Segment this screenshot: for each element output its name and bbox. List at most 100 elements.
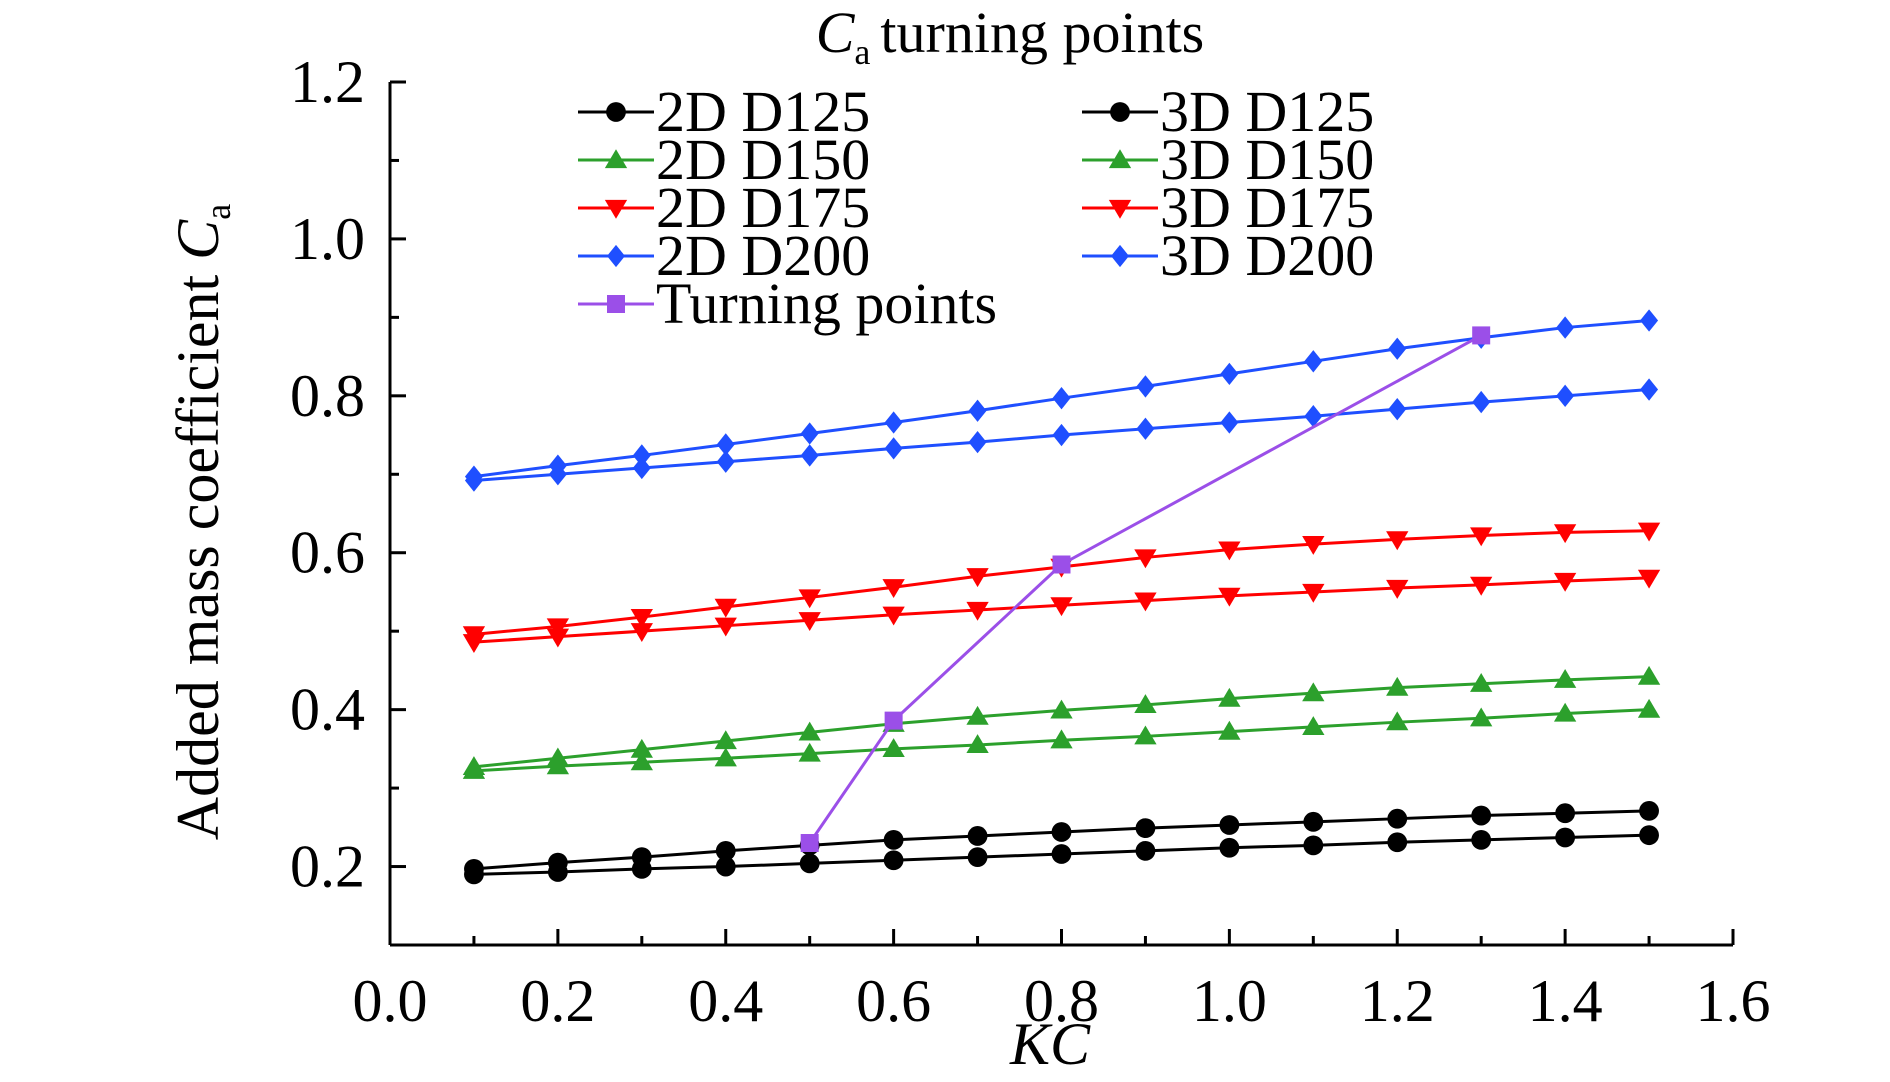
data-point-3d-d175: [546, 618, 570, 638]
data-point-2d-d125: [799, 853, 820, 874]
series-2d-d150: [462, 698, 1661, 779]
data-point-2d-d150: [1134, 725, 1157, 745]
data-point-2d-d175: [1553, 572, 1577, 592]
data-point-2d-d175: [714, 617, 737, 637]
legend-label: Turning points: [656, 271, 997, 336]
data-point-3d-d150: [798, 721, 821, 741]
data-point-3d-d125: [1387, 808, 1408, 829]
x-ticks: 0.0 0.2 0.4 0.6 0.8 1.0 1.2 1.4 1.6: [353, 929, 1771, 1034]
x-tick-label: 0.8: [1024, 968, 1099, 1034]
legend-marker-2d-d150: [604, 149, 628, 169]
legend-label: 3D D125: [1160, 79, 1374, 144]
data-point-2d-d175: [798, 612, 821, 631]
data-point-2d-d150: [714, 747, 737, 767]
data-point-3d-d175: [1553, 524, 1577, 544]
legend-item-3d-d125: 3D D125: [1082, 79, 1374, 144]
data-point-3d-d125: [1303, 811, 1324, 832]
data-point-2d-d200: [716, 450, 735, 473]
data-point-3d-d175: [630, 608, 653, 628]
data-point-2d-d175: [630, 623, 653, 642]
data-point-3d-d125: [1219, 815, 1240, 835]
data-point-2d-d200: [1220, 411, 1239, 434]
data-point-3d-d175: [714, 598, 737, 618]
data-point-3d-d150: [1637, 665, 1661, 685]
data-point-2d-d125: [715, 856, 736, 877]
data-point-3d-d125: [1555, 803, 1576, 824]
data-point-2d-d175: [1218, 587, 1241, 607]
data-point-2d-d150: [1218, 720, 1241, 740]
legend-marker-3d-d150: [1108, 149, 1132, 169]
x-tick-label: 0.2: [520, 968, 595, 1034]
data-point-2d-d200: [1304, 405, 1323, 428]
legend-item-3d-d150: 3D D150: [1082, 127, 1374, 192]
data-point-3d-d150: [1553, 669, 1577, 688]
data-point-2d-d175: [966, 601, 989, 621]
x-tick-label: 1.4: [1528, 968, 1603, 1034]
y-ticks: 0.2 0.4 0.6 0.8 1.0 1.2: [290, 49, 406, 947]
data-point-2d-d125: [1135, 840, 1156, 861]
title-subscript: a: [854, 32, 870, 72]
data-point-2d-d175: [1050, 597, 1073, 617]
data-point-3d-d175: [1302, 535, 1325, 555]
data-point-3d-d175: [966, 568, 989, 588]
legend-item-2d-d150: 2D D150: [578, 127, 870, 192]
data-point-3d-d150: [1218, 687, 1241, 707]
x-tick-label: 1.0: [1192, 968, 1267, 1034]
data-point-2d-d175: [546, 628, 570, 648]
data-point-3d-d125: [1639, 800, 1659, 821]
legend-marker-2d-d200: [607, 244, 625, 268]
legend-item-2d-d175: 2D D175: [578, 175, 870, 240]
data-point-2d-d150: [1553, 702, 1577, 722]
legend-label: 2D D175: [656, 175, 870, 240]
data-point-turning-points: [1052, 555, 1071, 574]
legend-item-2d-d125: 2D D125: [578, 79, 870, 144]
data-point-3d-d125: [967, 826, 988, 846]
data-point-2d-d175: [882, 606, 905, 626]
legend-label: 3D D150: [1160, 127, 1374, 192]
y-tick-label: 0.4: [290, 677, 365, 743]
data-point-3d-d150: [462, 756, 486, 776]
series-3d-d200: [464, 309, 1659, 488]
data-point-3d-d150: [1302, 682, 1325, 702]
legend-marker-3d-d200: [1111, 244, 1129, 268]
data-point-2d-d200: [1052, 423, 1071, 447]
data-point-3d-d200: [1304, 350, 1323, 373]
data-point-2d-d175: [1302, 583, 1325, 603]
data-point-2d-d200: [968, 430, 987, 454]
series-line-3d-d175: [473, 529, 1650, 636]
legend-marker-3d-d125: [1110, 102, 1130, 122]
y-tick-label: 1.0: [290, 206, 365, 272]
data-point-2d-d200: [1472, 390, 1491, 414]
series-3d-d125: [464, 800, 1659, 879]
data-point-2d-d200: [632, 456, 651, 480]
data-point-2d-d125: [883, 850, 904, 871]
data-point-2d-d175: [1470, 576, 1493, 596]
data-point-turning-points: [1472, 326, 1491, 345]
data-point-3d-d150: [966, 705, 989, 725]
data-point-2d-d150: [798, 742, 821, 762]
legend-item-2d-d200: 2D D200: [578, 223, 870, 288]
data-point-2d-d125: [1051, 844, 1072, 864]
data-point-2d-d125: [1303, 835, 1324, 856]
data-point-3d-d125: [715, 840, 736, 861]
title-symbol: C: [816, 0, 856, 65]
data-point-2d-d125: [1639, 825, 1659, 846]
data-point-3d-d175: [882, 579, 905, 599]
data-point-3d-d150: [1050, 699, 1073, 719]
data-point-2d-d150: [1050, 729, 1073, 749]
data-point-3d-d150: [546, 747, 570, 767]
x-axis-title: KC: [1009, 1011, 1091, 1077]
chart-title: Ca turning points: [816, 0, 1205, 72]
data-point-3d-d200: [464, 465, 483, 488]
data-point-3d-d175: [1134, 549, 1157, 569]
x-tick-label: 0.0: [353, 968, 428, 1034]
data-point-3d-d200: [1220, 362, 1239, 386]
legend-label: 3D D200: [1160, 223, 1374, 288]
legend-marker-2d-d175: [604, 199, 628, 219]
series-line-turning-points: [808, 334, 1482, 844]
y-tick-label: 0.2: [290, 834, 365, 900]
x-tick-label: 1.6: [1696, 968, 1771, 1034]
data-point-3d-d125: [883, 829, 904, 850]
y-tick-label: 0.6: [290, 520, 365, 586]
data-point-3d-d200: [716, 433, 735, 456]
